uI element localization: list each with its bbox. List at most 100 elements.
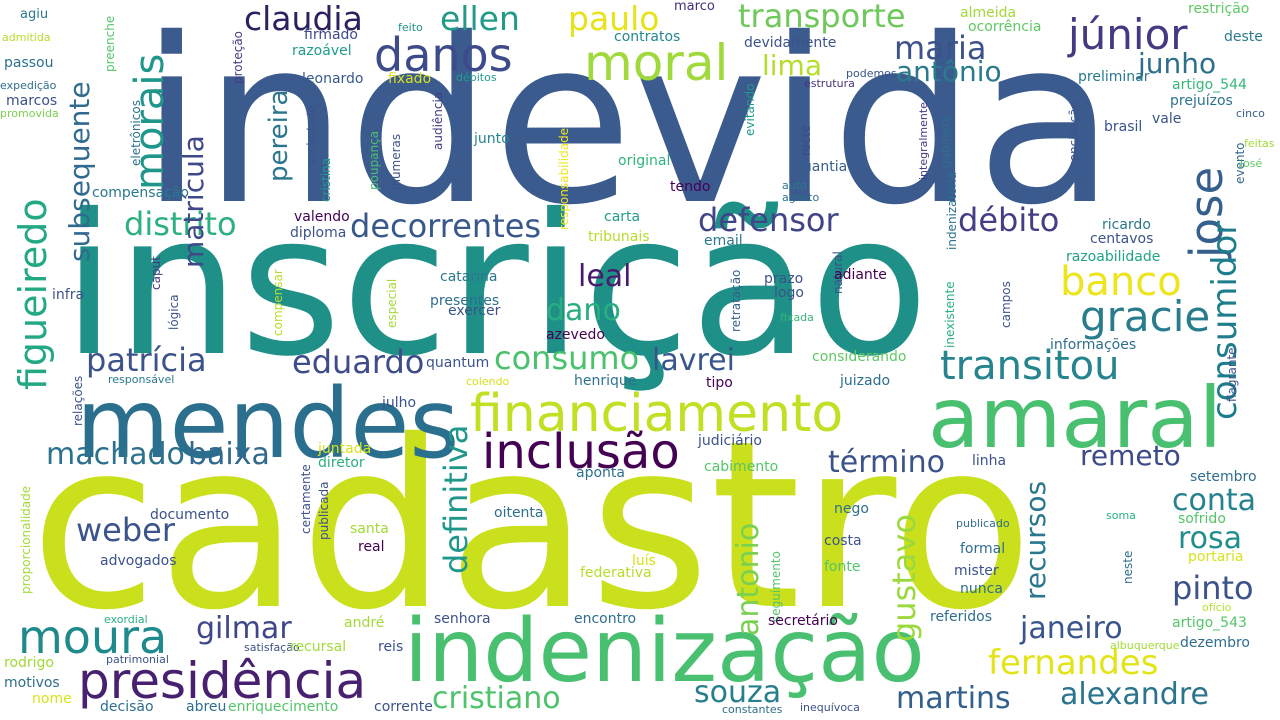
word-podemos: podemos bbox=[846, 67, 897, 80]
word-souza: souza bbox=[694, 675, 782, 710]
word-feitas: feitas bbox=[1244, 137, 1275, 150]
word-promovida: promovida bbox=[0, 107, 59, 120]
word-santa: santa bbox=[350, 521, 389, 537]
word-preliminar: preliminar bbox=[1078, 69, 1150, 85]
word-inscricao: inscrição bbox=[62, 172, 929, 399]
word-moral: moral bbox=[584, 34, 729, 92]
word-mister: mister bbox=[954, 563, 999, 579]
word-oficio: ofício bbox=[1202, 601, 1232, 614]
word-decisao: decisão bbox=[100, 699, 154, 715]
word-devidamente: devidamente bbox=[744, 35, 837, 51]
word-senhora: senhora bbox=[434, 611, 491, 627]
word-amaral: amaral bbox=[928, 369, 1223, 467]
word-alexandre: alexandre bbox=[1060, 677, 1209, 712]
word-claudia: claudia bbox=[244, 0, 363, 38]
word-debitos: débitos bbox=[456, 71, 497, 84]
word-pereira: pereira bbox=[264, 89, 294, 182]
word-inclusao: inclusão bbox=[482, 424, 680, 480]
word-artigo_543: artigo_543 bbox=[1172, 615, 1247, 631]
word-moura: moura bbox=[18, 610, 168, 664]
word-informacoes: informações bbox=[1050, 337, 1137, 353]
word-linha: linha bbox=[972, 453, 1007, 469]
word-conta: conta bbox=[1172, 483, 1257, 518]
word-tendo: tendo bbox=[670, 179, 711, 195]
word-documento: documento bbox=[150, 507, 230, 523]
word-sociedade: sociedade bbox=[305, 105, 319, 166]
word-considerando: considerando bbox=[812, 349, 907, 365]
word-dano: dano bbox=[546, 293, 621, 328]
word-real: real bbox=[358, 539, 385, 555]
word-almeida: almeida bbox=[960, 5, 1017, 21]
word-recte: recte bbox=[799, 125, 813, 156]
word-transitou: transitou bbox=[940, 343, 1120, 389]
word-protecao: proteção bbox=[231, 30, 245, 84]
word-nunca: nunca bbox=[960, 581, 1003, 597]
word-estrutura: estrutura bbox=[804, 77, 855, 90]
word-machado: machado bbox=[46, 437, 185, 472]
word-constantes: constantes bbox=[722, 703, 783, 716]
word-tribunais: tribunais bbox=[588, 229, 650, 245]
word-inexistente: inexistente bbox=[943, 281, 957, 348]
word-patrimonial: patrimonial bbox=[106, 653, 169, 666]
word-figueiredo: figueiredo bbox=[11, 198, 55, 390]
word-audiencia: audiência bbox=[431, 91, 445, 150]
word-publicada: publicada bbox=[317, 481, 331, 540]
word-diretor: diretor bbox=[318, 455, 365, 471]
word-debito: débito bbox=[958, 201, 1060, 239]
word-corrente: corrente bbox=[374, 699, 433, 715]
word-infra: infra bbox=[52, 287, 85, 303]
word-expedicao: expedição bbox=[0, 79, 57, 92]
word-fonte: fonte bbox=[824, 559, 861, 575]
word-antonio2: antonio bbox=[731, 522, 766, 636]
word-danos: danos bbox=[374, 28, 513, 82]
word-junior: júnior bbox=[1068, 10, 1188, 59]
word-recursos: recursos bbox=[1019, 480, 1052, 600]
word-recursal: recursal bbox=[290, 639, 347, 655]
word-email: email bbox=[704, 233, 743, 249]
word-deste: deste bbox=[1224, 29, 1263, 45]
word-gabinete: gabinete bbox=[939, 115, 953, 168]
word-certamente: certamente bbox=[299, 464, 313, 534]
word-especial: especial bbox=[385, 278, 399, 328]
word-agosto: agosto bbox=[782, 191, 820, 204]
word-martins: martins bbox=[896, 681, 1011, 716]
word-exercer: exercer bbox=[448, 303, 501, 319]
word-cinco: cinco bbox=[1236, 107, 1265, 120]
word-restricao: restrição bbox=[1188, 1, 1250, 17]
word-encontro: encontro bbox=[574, 611, 637, 627]
word-campos: campos bbox=[999, 281, 1013, 328]
word-junho: junho bbox=[1138, 47, 1217, 80]
word-satisfacao: satisfação bbox=[244, 641, 300, 654]
word-centavos: centavos bbox=[1090, 231, 1154, 247]
word-henrique: henrique bbox=[574, 373, 637, 389]
word-feito: feito bbox=[398, 21, 423, 34]
word-compensacao: compensação bbox=[92, 185, 189, 201]
word-conciliacao: conciliação bbox=[1067, 101, 1081, 168]
word-eletronicos: eletrônicos bbox=[129, 100, 143, 166]
word-marcos: marcos bbox=[6, 93, 58, 109]
word-paulo: paulo bbox=[568, 0, 660, 38]
word-tipo: tipo bbox=[706, 375, 733, 391]
word-secretario: secretário bbox=[768, 613, 838, 629]
word-remeto: remeto bbox=[1080, 439, 1181, 472]
word-retratacao: retratação bbox=[729, 269, 743, 332]
word-presentes: presentes bbox=[430, 293, 500, 309]
word-antonio1: antônio bbox=[896, 55, 1002, 88]
word-cadastro: cadastro bbox=[30, 391, 1034, 661]
word-ocorrencia: ocorrência bbox=[968, 19, 1042, 35]
word-nego: nego bbox=[834, 501, 869, 517]
word-juntada: juntada bbox=[318, 441, 372, 457]
word-albuquerque: albuquerque bbox=[1110, 639, 1180, 652]
word-proporcionalidade: proporcionalidade bbox=[19, 485, 33, 594]
word-firmado: firmado bbox=[304, 27, 358, 43]
word-definitiva: definitiva bbox=[437, 424, 475, 574]
word-agiu: agiu bbox=[20, 7, 49, 22]
word-setembro: setembro bbox=[1190, 469, 1257, 485]
word-matricula: matrícula bbox=[177, 135, 210, 268]
word-inumeras: inúmeras bbox=[389, 133, 403, 190]
word-indenizacao: indenização bbox=[404, 600, 925, 702]
word-quantia: quantia bbox=[794, 159, 848, 175]
word-fixada: fixada bbox=[780, 311, 814, 324]
word-financiamento: financiamento bbox=[470, 384, 844, 444]
